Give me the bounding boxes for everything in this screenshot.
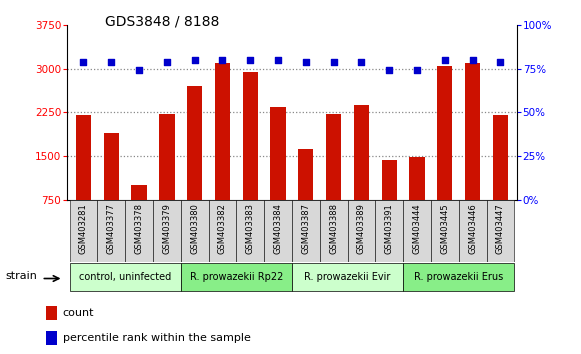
- Text: GSM403378: GSM403378: [135, 203, 144, 254]
- Point: [162, 59, 171, 64]
- Point: [107, 59, 116, 64]
- Text: strain: strain: [5, 270, 37, 280]
- Bar: [298, 149, 314, 200]
- Text: R. prowazekii Erus: R. prowazekii Erus: [414, 272, 503, 282]
- Bar: [292, 200, 320, 262]
- Point: [357, 59, 366, 64]
- Text: GSM403380: GSM403380: [190, 203, 199, 254]
- Text: GSM403387: GSM403387: [302, 203, 310, 254]
- Point: [468, 57, 477, 63]
- Text: GSM403382: GSM403382: [218, 203, 227, 254]
- Point: [218, 57, 227, 63]
- Bar: [354, 105, 369, 200]
- Bar: [153, 200, 181, 262]
- Bar: [375, 200, 403, 262]
- Bar: [159, 114, 174, 200]
- Text: GSM403446: GSM403446: [468, 203, 477, 254]
- Point: [413, 68, 422, 73]
- Bar: [46, 306, 58, 320]
- Text: GSM403391: GSM403391: [385, 203, 394, 254]
- Bar: [292, 263, 403, 291]
- Bar: [98, 200, 125, 262]
- Bar: [76, 115, 91, 200]
- Point: [301, 59, 310, 64]
- Text: percentile rank within the sample: percentile rank within the sample: [63, 332, 250, 343]
- Bar: [326, 114, 341, 200]
- Point: [385, 68, 394, 73]
- Bar: [320, 200, 347, 262]
- Bar: [243, 72, 258, 200]
- Text: GSM403281: GSM403281: [79, 203, 88, 254]
- Text: GSM403388: GSM403388: [329, 203, 338, 254]
- Bar: [431, 200, 459, 262]
- Text: GDS3848 / 8188: GDS3848 / 8188: [105, 14, 219, 28]
- Bar: [181, 200, 209, 262]
- Point: [329, 59, 338, 64]
- Bar: [236, 200, 264, 262]
- Bar: [270, 107, 286, 200]
- Point: [246, 57, 255, 63]
- Bar: [403, 200, 431, 262]
- Text: R. prowazekii Evir: R. prowazekii Evir: [304, 272, 391, 282]
- Point: [274, 57, 283, 63]
- Text: R. prowazekii Rp22: R. prowazekii Rp22: [189, 272, 283, 282]
- Bar: [382, 160, 397, 200]
- Bar: [493, 115, 508, 200]
- Point: [440, 57, 450, 63]
- Text: GSM403389: GSM403389: [357, 203, 366, 254]
- Point: [190, 57, 199, 63]
- Bar: [459, 200, 486, 262]
- Point: [496, 59, 505, 64]
- Text: GSM403447: GSM403447: [496, 203, 505, 254]
- Text: GSM403383: GSM403383: [246, 203, 254, 254]
- Bar: [209, 200, 236, 262]
- Point: [134, 68, 144, 73]
- Text: control, uninfected: control, uninfected: [79, 272, 171, 282]
- Text: GSM403444: GSM403444: [413, 203, 422, 254]
- Bar: [410, 158, 425, 200]
- Bar: [125, 200, 153, 262]
- Bar: [131, 185, 147, 200]
- Text: count: count: [63, 308, 94, 318]
- Bar: [403, 263, 514, 291]
- Text: GSM403384: GSM403384: [274, 203, 282, 254]
- Bar: [264, 200, 292, 262]
- Bar: [215, 63, 230, 200]
- Bar: [187, 86, 202, 200]
- Bar: [103, 133, 119, 200]
- Bar: [486, 200, 514, 262]
- Bar: [465, 63, 480, 200]
- Bar: [437, 66, 453, 200]
- Text: GSM403379: GSM403379: [162, 203, 171, 254]
- Bar: [46, 331, 58, 344]
- Point: [79, 59, 88, 64]
- Bar: [181, 263, 292, 291]
- Text: GSM403377: GSM403377: [107, 203, 116, 254]
- Bar: [70, 263, 181, 291]
- Bar: [70, 200, 98, 262]
- Text: GSM403445: GSM403445: [440, 203, 449, 254]
- Bar: [347, 200, 375, 262]
